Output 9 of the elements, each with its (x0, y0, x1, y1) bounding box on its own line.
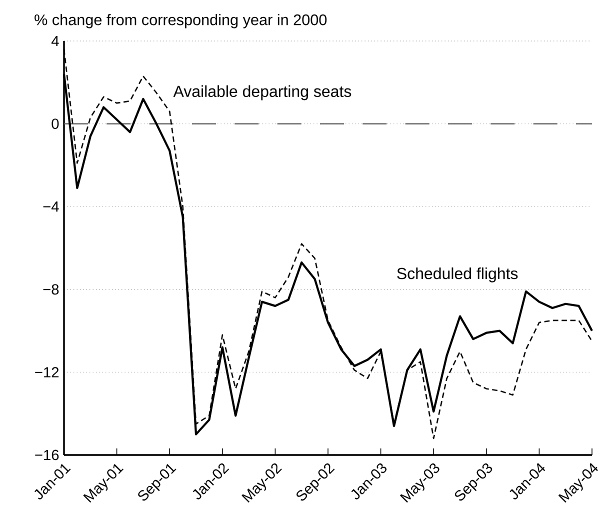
y-tick-label: −12 (35, 367, 59, 378)
y-tick-label: 4 (51, 36, 59, 46)
y-tick-label: 0 (52, 118, 59, 129)
series-label: Scheduled flights (397, 267, 518, 282)
y-tick-label: −16 (35, 450, 59, 460)
y-tick-label: −4 (43, 202, 59, 212)
y-tick-label: −8 (43, 284, 59, 295)
y-axis-title: % change from corresponding year in 2000 (34, 14, 327, 28)
series-label: Available departing seats (173, 85, 352, 100)
